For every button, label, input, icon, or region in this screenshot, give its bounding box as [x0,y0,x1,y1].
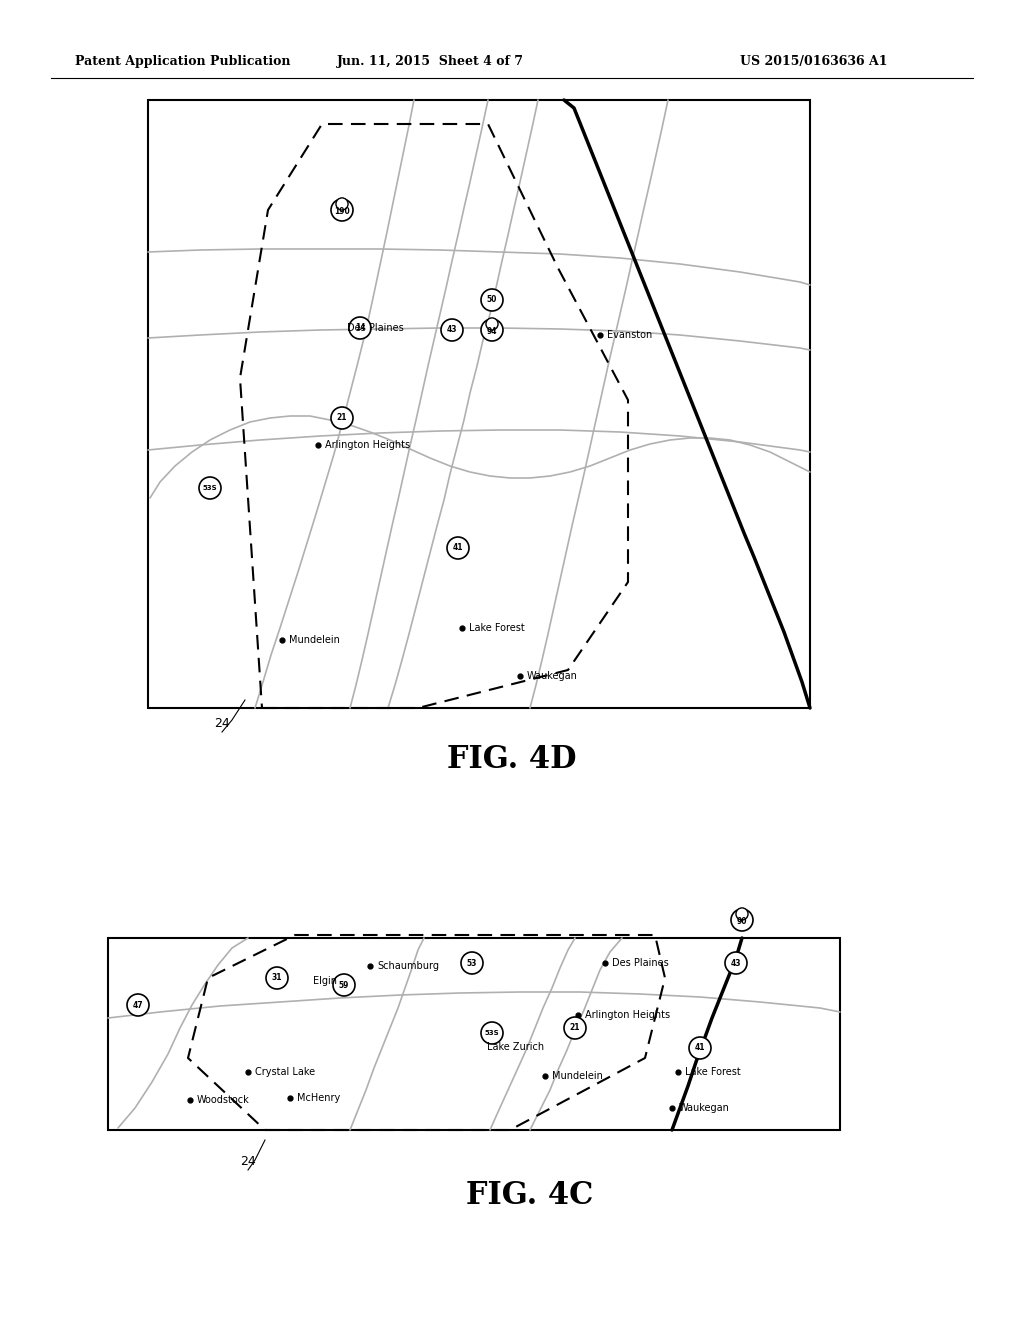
Circle shape [486,318,498,330]
Text: Patent Application Publication: Patent Application Publication [75,55,291,69]
Text: 24: 24 [240,1155,256,1168]
Circle shape [199,477,221,499]
Text: 14: 14 [354,323,366,333]
Text: US 2015/0163636 A1: US 2015/0163636 A1 [740,55,888,69]
Circle shape [725,952,746,974]
Circle shape [441,319,463,341]
Circle shape [564,1016,586,1039]
Text: 50: 50 [486,296,498,305]
Text: Arlington Heights: Arlington Heights [585,1010,670,1020]
Circle shape [481,319,503,341]
Text: 53: 53 [467,958,477,968]
Circle shape [333,974,355,997]
Text: Lake Forest: Lake Forest [685,1067,740,1077]
Text: 21: 21 [569,1023,581,1032]
Text: Waukegan: Waukegan [527,671,578,681]
Circle shape [481,1022,503,1044]
Text: 41: 41 [694,1044,706,1052]
Text: Mundelein: Mundelein [289,635,340,645]
Circle shape [447,537,469,558]
Text: 43: 43 [446,326,458,334]
Circle shape [266,968,288,989]
Circle shape [127,994,150,1016]
Bar [148,100,810,708]
Text: 190: 190 [334,207,350,215]
Circle shape [731,909,753,931]
Text: 94: 94 [486,326,498,335]
Circle shape [461,952,483,974]
Text: 59: 59 [339,981,349,990]
Circle shape [736,908,749,920]
Text: Elgin: Elgin [313,975,337,986]
Text: 53S: 53S [203,484,217,491]
Text: Des Plaines: Des Plaines [612,958,669,968]
Text: 53S: 53S [484,1030,500,1036]
Text: 31: 31 [271,974,283,982]
Text: Evanston: Evanston [607,330,652,341]
Text: 24: 24 [214,717,229,730]
Text: 21: 21 [337,413,347,422]
Text: 41: 41 [453,544,463,553]
Text: Waukegan: Waukegan [679,1104,730,1113]
Circle shape [336,198,348,210]
Text: Mundelein: Mundelein [552,1071,603,1081]
Text: 47: 47 [133,1001,143,1010]
Text: Woodstock: Woodstock [197,1096,250,1105]
Text: McHenry: McHenry [297,1093,340,1104]
Circle shape [331,407,353,429]
Text: Des Plaines: Des Plaines [347,323,403,333]
Text: FIG. 4C: FIG. 4C [466,1180,594,1210]
Text: 90: 90 [736,916,748,925]
Text: Lake Zurich: Lake Zurich [487,1041,544,1052]
Text: FIG. 4D: FIG. 4D [447,744,577,776]
Circle shape [481,289,503,312]
Circle shape [349,317,371,339]
Text: 43: 43 [731,958,741,968]
Text: Jun. 11, 2015  Sheet 4 of 7: Jun. 11, 2015 Sheet 4 of 7 [337,55,523,69]
Bar [108,939,840,1130]
Text: Arlington Heights: Arlington Heights [325,440,411,450]
Text: Lake Forest: Lake Forest [469,623,524,634]
Circle shape [689,1038,711,1059]
Text: Crystal Lake: Crystal Lake [255,1067,315,1077]
Circle shape [331,199,353,220]
Text: Schaumburg: Schaumburg [377,961,439,972]
